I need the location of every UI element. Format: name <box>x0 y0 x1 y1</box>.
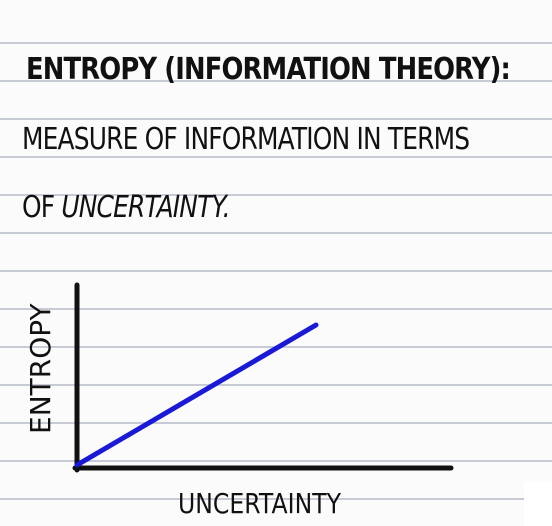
y-axis-label: ENTROPY <box>24 302 57 434</box>
definition-line-1: MEASURE OF INFORMATION IN TERMS <box>22 122 470 157</box>
heading-title: ENTROPY (INFORMATION THEORY): <box>26 52 511 87</box>
definition-emphasis: UNCERTAINTY. <box>61 190 230 225</box>
entropy-trend-line <box>74 322 319 468</box>
x-axis-label: UNCERTAINTY <box>178 487 342 520</box>
definition-line-2-prefix: OF <box>22 190 62 225</box>
corner-patch <box>524 482 552 526</box>
definition-line-2: OF UNCERTAINTY. <box>22 190 231 225</box>
